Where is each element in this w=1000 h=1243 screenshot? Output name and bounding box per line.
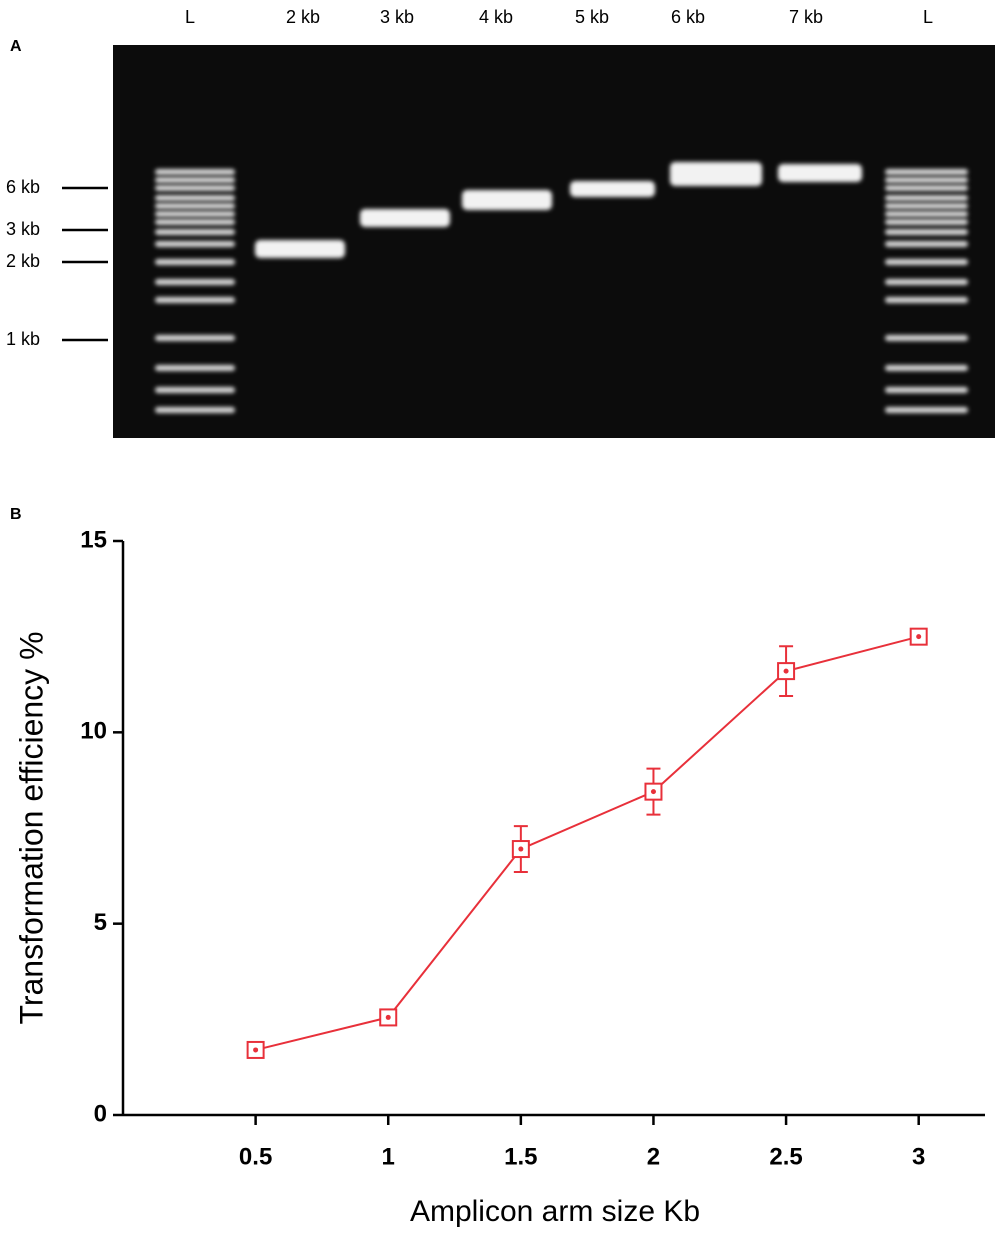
ladder-band — [155, 387, 235, 393]
ladder-band — [885, 241, 968, 247]
ladder-band — [885, 169, 968, 175]
ladder-band — [155, 297, 235, 303]
lane-label: 5 kb — [575, 7, 609, 27]
marker-label: 2 kb — [6, 251, 40, 271]
x-tick-label: 2.5 — [769, 1143, 802, 1170]
marker-dot — [253, 1047, 259, 1053]
ladder-band — [155, 211, 235, 217]
ladder-band — [155, 203, 235, 209]
band — [778, 164, 862, 182]
ladder-band — [155, 195, 235, 201]
ladder-band — [155, 365, 235, 371]
ladder-band — [155, 407, 235, 413]
ladder-band — [885, 219, 968, 225]
x-tick-label: 2 — [647, 1143, 660, 1170]
marker-dot — [385, 1014, 391, 1020]
ladder-band — [885, 279, 968, 285]
ladder-band — [155, 241, 235, 247]
ladder-band — [885, 259, 968, 265]
lane-label: L — [185, 7, 195, 27]
lane-label: 3 kb — [380, 7, 414, 27]
lane-label: 7 kb — [789, 7, 823, 27]
ladder-band — [885, 335, 968, 341]
y-axis-label: Transformation efficiency % — [13, 631, 49, 1024]
y-tick-label: 15 — [80, 526, 107, 553]
lane-label: 2 kb — [286, 7, 320, 27]
lane-label: 4 kb — [479, 7, 513, 27]
marker-dot — [916, 634, 922, 640]
marker-label: 1 kb — [6, 329, 40, 349]
y-tick-label: 0 — [94, 1100, 107, 1127]
lane-label: L — [923, 7, 933, 27]
ladder-band — [155, 259, 235, 265]
ladder-band — [885, 365, 968, 371]
panel-label: A — [10, 38, 22, 55]
line — [255, 635, 919, 1051]
gel — [113, 45, 995, 438]
band — [570, 181, 655, 197]
band — [462, 190, 552, 210]
ladder-band — [885, 229, 968, 235]
ladder-band — [885, 203, 968, 209]
panel-label: B — [10, 506, 22, 523]
band — [360, 209, 450, 227]
marker-dot — [518, 846, 524, 852]
band — [255, 240, 345, 258]
ladder-band — [155, 335, 235, 341]
marker-dot — [783, 668, 789, 674]
ladder-band — [155, 279, 235, 285]
ladder-band — [155, 229, 235, 235]
x-tick-label: 1.5 — [504, 1143, 537, 1170]
ladder-band — [155, 219, 235, 225]
gel-bands — [155, 162, 968, 413]
ladder-band — [885, 177, 968, 183]
y-tick-label: 10 — [80, 718, 107, 745]
ladder-band — [155, 177, 235, 183]
ladder-band — [885, 195, 968, 201]
x-tick-label: 0.5 — [239, 1143, 272, 1170]
lane-label: 6 kb — [671, 7, 705, 27]
ladder-band — [885, 387, 968, 393]
ladder-band — [155, 185, 235, 191]
x-tick-label: 3 — [912, 1143, 925, 1170]
ladder-band — [155, 169, 235, 175]
ladder-band — [885, 297, 968, 303]
x-axis-label: Amplicon arm size Kb — [410, 1195, 700, 1228]
x-tick-label: 1 — [382, 1143, 395, 1170]
marker-label: 6 kb — [6, 177, 40, 197]
marker-label: 3 kb — [6, 219, 40, 239]
marker-dot — [650, 789, 656, 795]
ladder-band — [885, 211, 968, 217]
y-tick-label: 5 — [94, 909, 107, 936]
band — [670, 162, 762, 186]
ladder-band — [885, 185, 968, 191]
ladder-band — [885, 407, 968, 413]
